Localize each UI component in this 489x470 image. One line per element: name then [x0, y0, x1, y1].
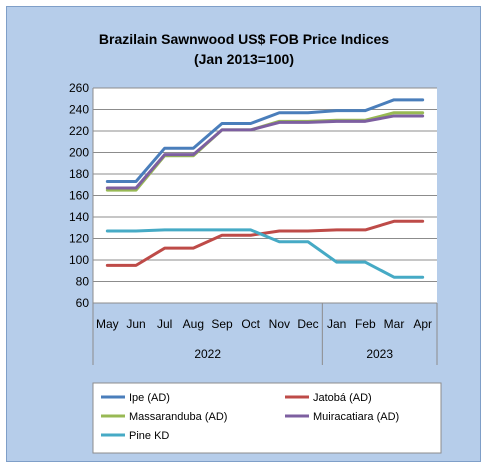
series-line-1 [105, 219, 425, 267]
legend-entry: Massaranduba (AD) [129, 411, 227, 423]
legend: Ipe (AD) Jatobá (AD) Massaranduba (AD) Muir… [92, 382, 442, 454]
y-tick-label: 100 [69, 253, 89, 267]
y-tick-label: 260 [69, 81, 89, 95]
y-tick-label: 60 [76, 296, 90, 310]
chart-title: Brazilain Sawnwood US$ FOB Price Indices [99, 31, 389, 47]
x-tick-label: Feb [355, 317, 376, 331]
y-tick-label: 160 [69, 189, 89, 203]
chart-subtitle: (Jan 2013=100) [194, 51, 294, 67]
group-label: 2023 [366, 347, 393, 361]
x-tick-label: Sep [211, 317, 233, 331]
group-label: 2022 [194, 347, 221, 361]
series-line-0 [105, 98, 425, 184]
y-tick-label: 180 [69, 167, 89, 181]
y-tick-label: 220 [69, 124, 89, 138]
x-tick-label: May [96, 317, 119, 331]
y-tick-label: 120 [69, 232, 89, 246]
legend-entry: Muiracatiara (AD) [313, 411, 399, 423]
x-tick-label: Jan [327, 317, 346, 331]
series-line-4 [105, 228, 425, 279]
y-tick-label: 140 [69, 210, 89, 224]
plot-area: 60 80 100 120 140 160 180 200 220 240 260 May Jun Jul… [69, 81, 438, 365]
x-tick-label: Jul [157, 317, 172, 331]
x-tick-label: Apr [413, 317, 432, 331]
legend-entry: Pine KD [129, 430, 169, 442]
legend-box [92, 382, 442, 454]
x-tick-label: Dec [297, 317, 318, 331]
series-line-3 [105, 114, 425, 190]
y-tick-label: 80 [76, 275, 90, 289]
x-tick-label: Jun [126, 317, 145, 331]
y-tick-label: 200 [69, 146, 89, 160]
y-tick-label: 240 [69, 103, 89, 117]
legend-entry: Ipe (AD) [129, 392, 170, 404]
legend-entry: Jatobá (AD) [313, 392, 372, 404]
x-tick-label: Nov [269, 317, 290, 331]
x-tick-label: Oct [241, 317, 260, 331]
x-tick-label: Mar [384, 317, 405, 331]
x-tick-label: Aug [183, 317, 204, 331]
